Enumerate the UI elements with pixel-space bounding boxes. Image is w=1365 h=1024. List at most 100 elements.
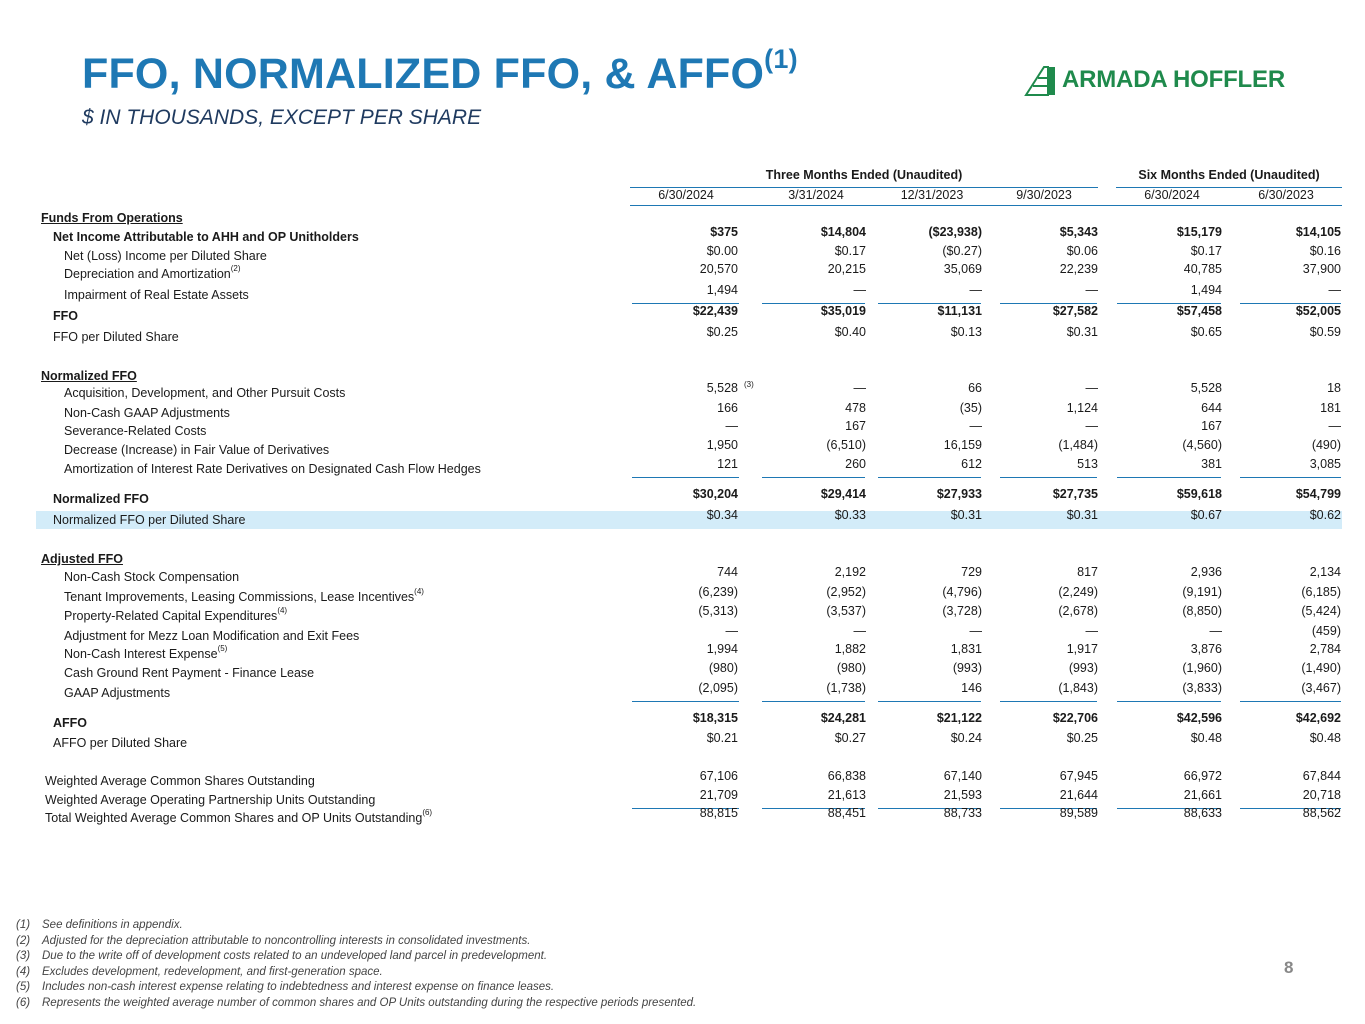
value-cell: 67,140 (943, 769, 982, 783)
subtotal-rule (878, 808, 981, 809)
subtotal-rule (1117, 303, 1221, 304)
value-cell: $0.27 (834, 731, 866, 745)
value-cell: ($0.27) (942, 244, 982, 258)
value-cell: — (969, 624, 983, 638)
value-cell: $0.00 (706, 244, 738, 258)
value-cell: 22,239 (1059, 262, 1098, 276)
row-label: Cash Ground Rent Payment - Finance Lease (64, 666, 315, 680)
value-cell: 88,633 (1183, 806, 1222, 820)
value-cell: (6,185) (1301, 585, 1341, 599)
page-title: FFO, NORMALIZED FFO, & AFFO(1) (82, 44, 798, 99)
value-cell: $29,414 (820, 487, 866, 501)
logo-text: ARMADA HOFFLER (1062, 66, 1285, 93)
table-row: Decrease (Increase) in Fair Value of Der… (36, 438, 1342, 459)
value-cell: 3,876 (1190, 642, 1222, 656)
footnote: (1) See definitions in appendix. (16, 919, 183, 931)
row-label: Impairment of Real Estate Assets (64, 288, 249, 302)
subtotal-rule (762, 303, 865, 304)
subtotal-rule (878, 477, 981, 478)
row-label: GAAP Adjustments (64, 686, 171, 700)
value-cell: (3,833) (1182, 681, 1222, 695)
value-cell: — (1328, 283, 1342, 297)
table-row: AFFO per Diluted Share $0.21 $0.27 $0.24 $0.… (36, 731, 1342, 752)
footnote-ref: (4) (277, 606, 288, 615)
value-cell: 381 (1201, 457, 1222, 471)
armada-hoffler-logo-icon (1024, 66, 1055, 96)
value-cell: — (1085, 624, 1099, 638)
row-label: Tenant Improvements, Leasing Commissions… (64, 587, 424, 604)
row-label: Amortization of Interest Rate Derivative… (64, 462, 481, 476)
value-cell: — (969, 283, 983, 297)
row-label: Weighted Average Common Shares Outstandi… (45, 774, 315, 788)
subtotal-rule (1117, 477, 1221, 478)
row-label: AFFO per Diluted Share (53, 736, 188, 750)
col-header-2: 3/31/2024 (788, 188, 844, 202)
value-cell: 612 (961, 457, 982, 471)
subtotal-rule (632, 701, 739, 702)
value-cell: $0.59 (1309, 325, 1341, 339)
value-cell: (5,424) (1301, 604, 1341, 618)
value-cell: $22,439 (692, 304, 738, 318)
value-cell: (2,249) (1058, 585, 1098, 599)
value-cell: 1,124 (1066, 401, 1098, 415)
value-cell: 66,972 (1183, 769, 1222, 783)
value-cell: (5,313) (698, 604, 738, 618)
value-cell: $0.31 (1066, 325, 1098, 339)
value-cell: $375 (710, 225, 738, 239)
value-cell: $30,204 (692, 487, 738, 501)
value-cell: 18 (1327, 381, 1341, 395)
value-cell: (4,796) (942, 585, 982, 599)
value-cell: — (1085, 381, 1099, 395)
value-cell: (1,843) (1058, 681, 1098, 695)
value-cell: $0.24 (950, 731, 982, 745)
subtotal-rule (1000, 701, 1097, 702)
value-cell: (3,728) (942, 604, 982, 618)
value-cell: 5,528 (706, 381, 738, 395)
value-cell: 88,451 (827, 806, 866, 820)
value-cell: 89,589 (1059, 806, 1098, 820)
row-label: FFO (53, 309, 78, 323)
value-cell: 35,069 (943, 262, 982, 276)
table-row: FFO $22,439 $35,019 $11,131 $27,582 $57,458 $5… (36, 304, 1342, 325)
value-cell: $0.65 (1190, 325, 1222, 339)
row-label: Depreciation and Amortization(2) (64, 264, 241, 281)
value-cell: — (1085, 419, 1099, 433)
table-row: Non-Cash GAAP Adjustments 166 478 (35) 1,124… (36, 401, 1342, 422)
value-cell: — (853, 381, 867, 395)
table-row: Impairment of Real Estate Assets 1,494 — — —… (36, 283, 1342, 304)
value-cell: 66,838 (827, 769, 866, 783)
row-label: Non-Cash GAAP Adjustments (64, 406, 230, 420)
subtotal-rule (1000, 303, 1097, 304)
value-cell: $0.33 (834, 508, 866, 522)
value-cell: (993) (952, 661, 982, 675)
subtotal-rule (1117, 701, 1221, 702)
col-header-3: 12/31/2023 (900, 188, 964, 202)
footnote-ref: (6) (422, 808, 433, 817)
value-cell: 2,936 (1190, 565, 1222, 579)
value-cell: 40,785 (1183, 262, 1222, 276)
value-cell: (993) (1068, 661, 1098, 675)
value-cell: $59,618 (1176, 487, 1222, 501)
company-logo: ARMADA HOFFLER (1024, 64, 1285, 96)
value-cell: $0.17 (834, 244, 866, 258)
value-cell: 88,562 (1302, 806, 1341, 820)
value-cell: (9,191) (1182, 585, 1222, 599)
value-cell: 20,570 (699, 262, 738, 276)
table-row: Non-Cash Interest Expense(5) 1,994 1,882 1,… (36, 642, 1342, 663)
subtotal-rule (632, 477, 739, 478)
page-number: 8 (1284, 958, 1294, 977)
value-cell: (4,560) (1182, 438, 1222, 452)
row-label: Decrease (Increase) in Fair Value of Der… (64, 443, 330, 457)
row-label: Total Weighted Average Common Shares and… (45, 808, 433, 825)
value-cell: $0.06 (1066, 244, 1098, 258)
value-cell: $27,735 (1052, 487, 1098, 501)
footnote: (6) Represents the weighted average numbe… (16, 996, 697, 1009)
value-cell: (2,952) (826, 585, 866, 599)
table-row: Total Weighted Average Common Shares and… (36, 806, 1342, 827)
value-cell: (980) (836, 661, 866, 675)
subtotal-rule (1000, 477, 1097, 478)
value-cell: $0.40 (834, 325, 866, 339)
value-cell: $0.25 (1066, 731, 1098, 745)
value-cell: 21,613 (827, 788, 866, 802)
value-cell: (35) (959, 401, 982, 415)
